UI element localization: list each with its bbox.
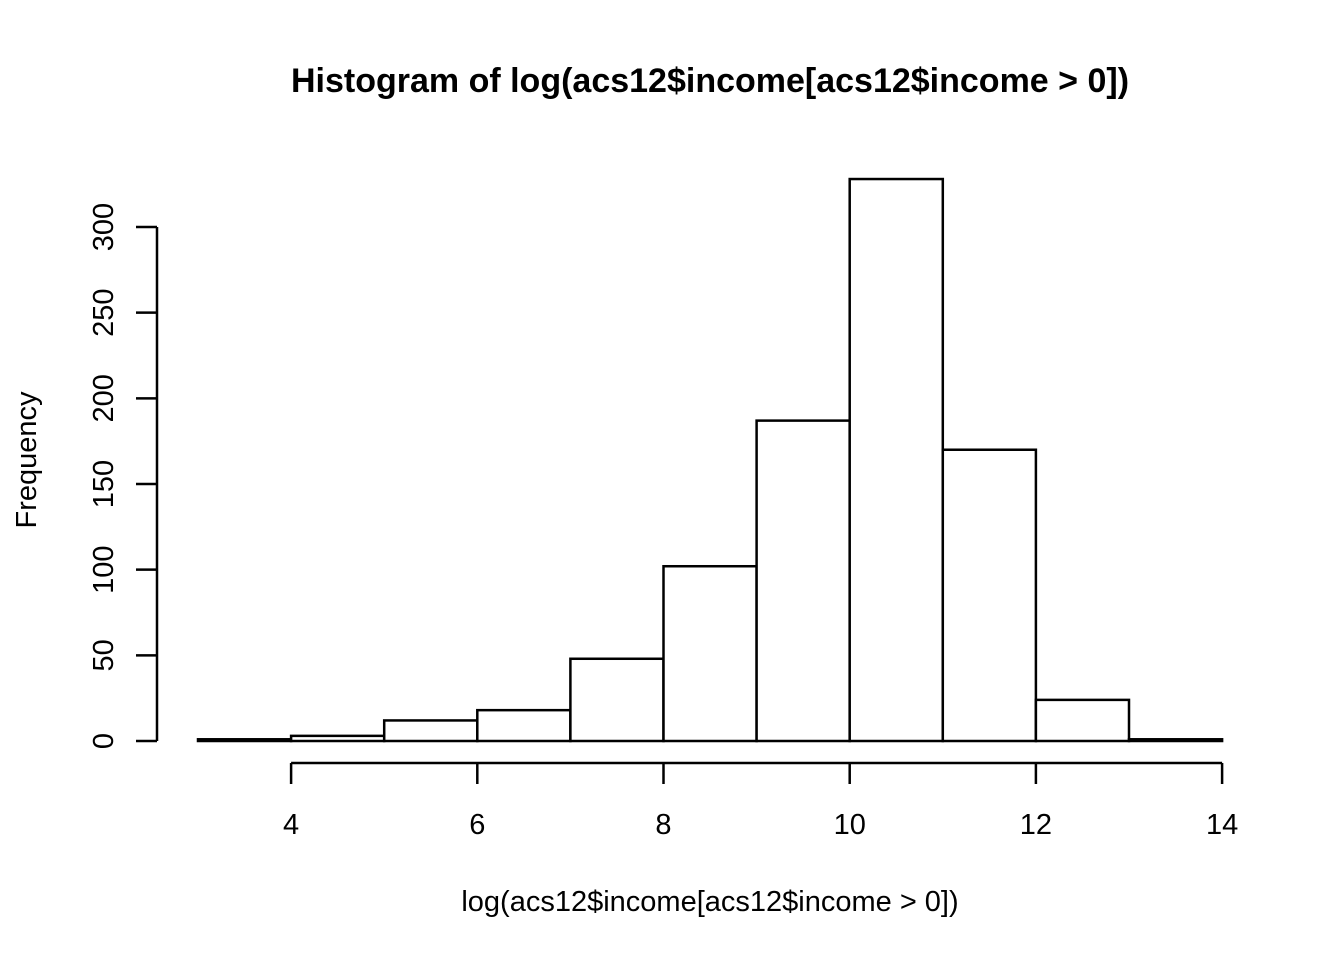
histogram-bar	[382, 719, 479, 743]
y-axis-label: Frequency	[11, 391, 43, 529]
y-tick-label: 250	[88, 288, 120, 336]
chart-title: Histogram of log(acs12$income[acs12$inco…	[291, 62, 1129, 100]
x-tick-label: 8	[655, 809, 671, 841]
x-tick-label: 10	[834, 809, 866, 841]
histogram-bar	[1127, 738, 1224, 743]
x-tick-label: 14	[1206, 809, 1238, 841]
y-tick-label: 100	[88, 545, 120, 593]
histogram-bar	[1034, 698, 1131, 743]
histogram-bar	[196, 738, 293, 743]
x-axis-label: log(acs12$income[acs12$income > 0])	[461, 886, 958, 918]
y-axis: 0 50 100 150 200 250 300	[88, 203, 159, 749]
x-tick-label: 4	[283, 809, 299, 841]
y-tick-label: 300	[88, 203, 120, 251]
y-tick-label: 150	[88, 460, 120, 508]
histogram-bar	[662, 564, 758, 743]
y-tick-label: 0	[88, 733, 120, 749]
histogram-bar	[755, 419, 851, 743]
x-axis: 4 6 8 10 12 14	[283, 761, 1238, 841]
histogram-bar	[289, 734, 386, 743]
x-tick-label: 6	[469, 809, 485, 841]
histogram-bar	[476, 708, 572, 743]
histogram-bar	[941, 448, 1038, 743]
bars-group	[196, 177, 1224, 743]
y-tick-label: 50	[88, 639, 120, 671]
histogram-bar	[569, 657, 665, 743]
histogram-bar	[848, 177, 945, 743]
x-tick-label: 12	[1020, 809, 1052, 841]
y-tick-label: 200	[88, 374, 120, 422]
